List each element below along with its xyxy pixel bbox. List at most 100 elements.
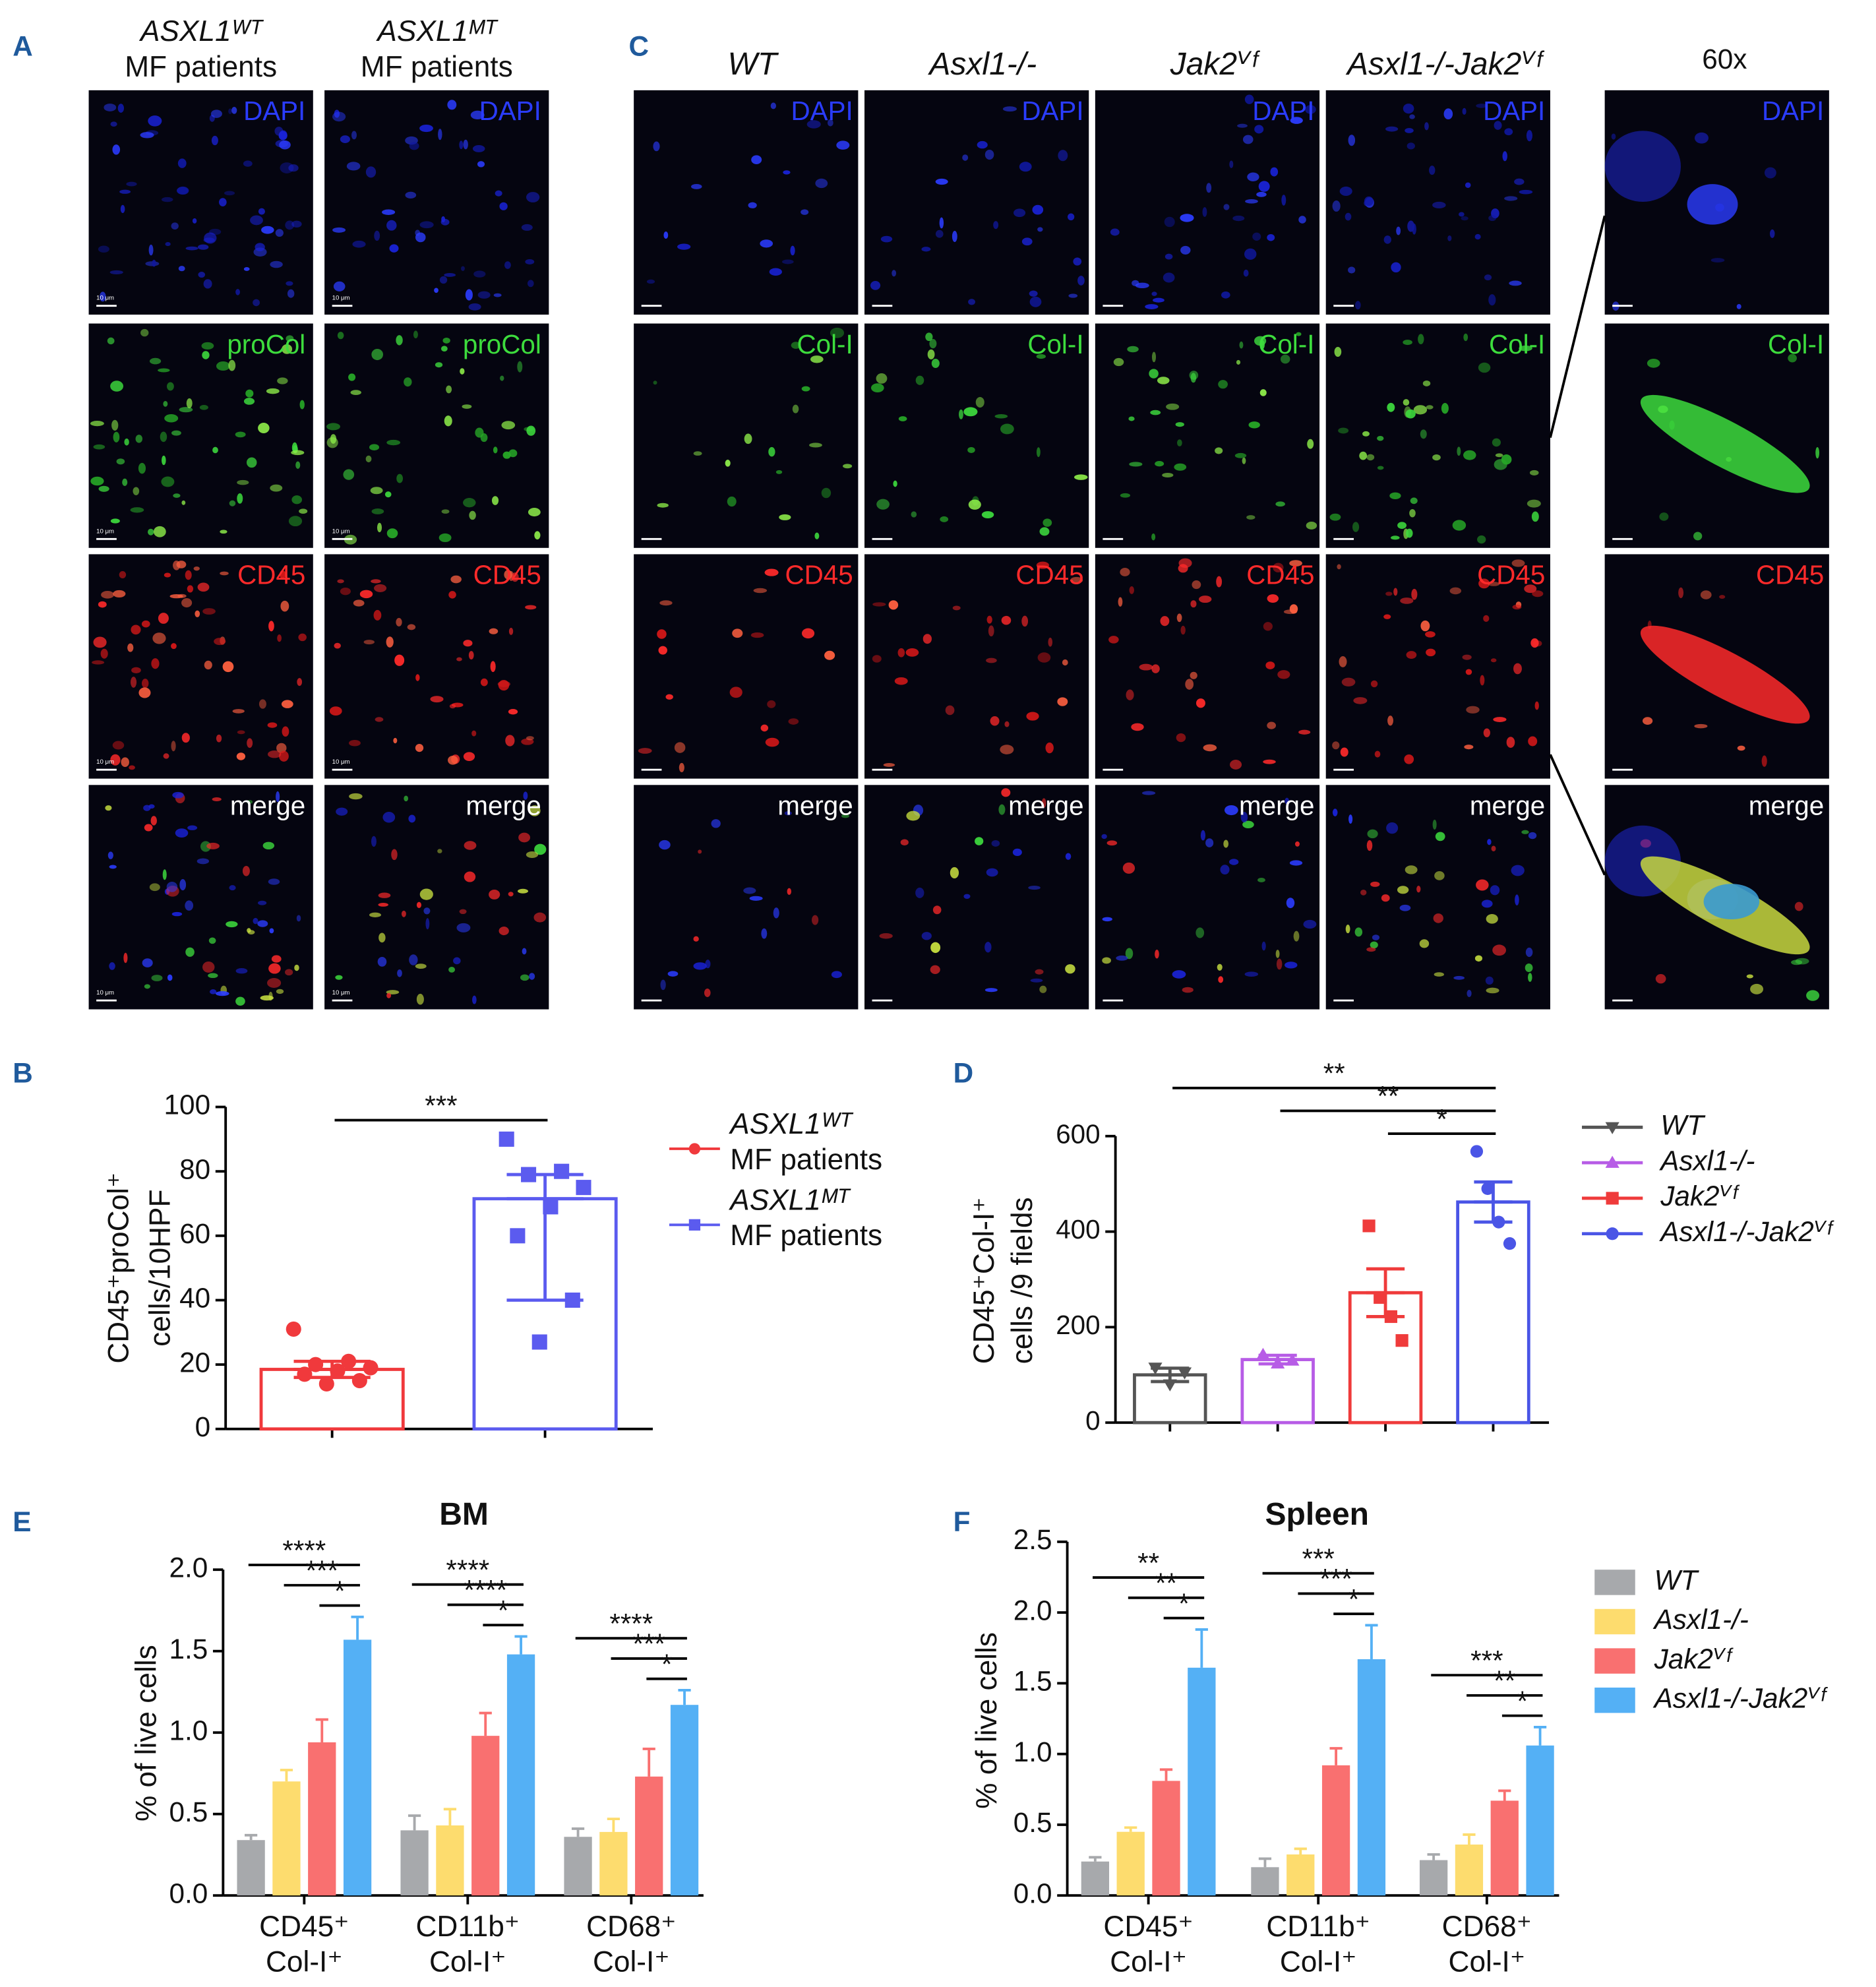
cell	[370, 487, 383, 495]
cell	[929, 338, 937, 349]
data-point	[1395, 1334, 1408, 1347]
cell	[1334, 346, 1342, 357]
cell	[332, 227, 346, 233]
cell	[162, 455, 166, 466]
cell	[386, 636, 394, 648]
cell	[1216, 576, 1223, 588]
micrograph	[864, 90, 1089, 315]
cell	[1370, 881, 1380, 887]
micrograph	[88, 323, 313, 548]
cell	[1770, 229, 1775, 238]
cell	[704, 988, 711, 997]
cell	[131, 667, 141, 673]
cell	[984, 942, 992, 953]
cell	[326, 423, 340, 431]
y-tick-label: 0.5	[169, 1796, 208, 1827]
zoomed-cell	[1640, 394, 1810, 493]
cell	[814, 532, 820, 539]
cell	[1289, 604, 1298, 614]
cell	[1185, 679, 1194, 690]
cell	[480, 678, 488, 687]
cell	[371, 349, 384, 361]
y-tick-label: 1.5	[169, 1634, 208, 1665]
x-tick-label: Col-I⁺	[1449, 1946, 1526, 1978]
cell	[1070, 576, 1083, 584]
significance-label: *	[334, 1575, 345, 1606]
cell	[267, 978, 282, 988]
cell	[1041, 798, 1046, 808]
cell	[425, 918, 430, 930]
cell	[1164, 216, 1175, 228]
cell	[751, 155, 762, 165]
cell	[258, 699, 266, 709]
cell	[237, 493, 243, 504]
cell	[1195, 927, 1205, 938]
cell	[504, 261, 511, 269]
cell	[109, 865, 117, 869]
cell	[493, 293, 502, 297]
data-point	[1362, 1219, 1376, 1233]
cell	[470, 110, 485, 120]
cell	[129, 765, 135, 770]
cell	[1223, 204, 1230, 210]
cell	[1527, 499, 1541, 508]
cell	[905, 648, 919, 657]
bar	[471, 1736, 500, 1896]
x-tick-label: CD11b⁺	[415, 1911, 520, 1943]
channel-label: CD45	[237, 560, 305, 590]
cell	[206, 842, 220, 849]
data-point	[1285, 1353, 1300, 1366]
cell	[1526, 130, 1532, 142]
channel-label: DAPI	[243, 96, 305, 126]
cell	[140, 328, 149, 337]
cell	[1205, 838, 1214, 847]
y-tick-label: 80	[179, 1153, 210, 1184]
significance-label: **	[1155, 1568, 1177, 1599]
cell	[501, 421, 516, 430]
cell	[732, 628, 743, 638]
x-tick-label: Col-I⁺	[429, 1946, 506, 1978]
cell	[915, 375, 924, 385]
cell	[215, 991, 229, 996]
data-point	[1470, 1145, 1484, 1158]
cell	[836, 140, 850, 150]
cell	[335, 975, 343, 980]
cell	[171, 222, 179, 230]
cell	[386, 220, 397, 231]
channel-label: merge	[1239, 791, 1314, 821]
cell	[768, 446, 775, 457]
cell	[1362, 431, 1370, 437]
data-point	[576, 1180, 591, 1196]
cell	[285, 969, 293, 976]
nucleus	[1703, 884, 1760, 920]
cell	[1332, 200, 1341, 212]
cell	[528, 508, 541, 517]
cell	[119, 570, 127, 579]
cell	[1149, 369, 1159, 379]
bar	[1321, 1765, 1350, 1896]
cell	[1719, 595, 1726, 599]
scale-bar-label: 10 μm	[96, 758, 114, 766]
cell	[993, 221, 999, 229]
cell	[1447, 235, 1452, 241]
cell	[1426, 405, 1434, 410]
cell	[415, 743, 424, 752]
bar	[564, 1837, 592, 1896]
cell	[1236, 359, 1241, 365]
cell	[1004, 721, 1010, 727]
cell	[337, 332, 344, 340]
cell	[883, 762, 895, 767]
cell	[660, 979, 666, 991]
cell	[1332, 809, 1338, 816]
cell	[1694, 723, 1708, 729]
cell	[291, 450, 305, 456]
cell	[123, 952, 128, 963]
cell	[1192, 580, 1201, 590]
cell	[1761, 755, 1767, 767]
cell	[440, 346, 448, 352]
data-point	[543, 1199, 559, 1215]
cell	[667, 971, 679, 977]
significance-label: ****	[609, 1608, 653, 1639]
x-tick-label: Col-I⁺	[1110, 1946, 1187, 1978]
cell	[185, 947, 195, 957]
